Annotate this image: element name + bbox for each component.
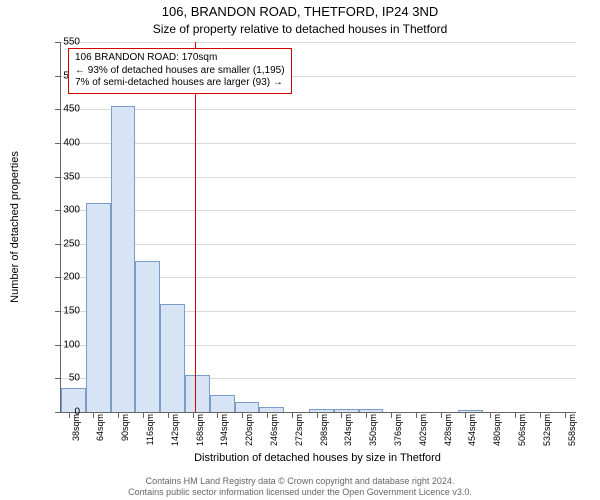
subtitle: Size of property relative to detached ho…	[0, 22, 600, 36]
histogram-bar	[185, 375, 210, 412]
x-tick-label: 142sqm	[170, 414, 180, 446]
page-title: 106, BRANDON ROAD, THETFORD, IP24 3ND	[0, 4, 600, 19]
x-tick-label: 480sqm	[492, 414, 502, 446]
x-tick-label: 350sqm	[368, 414, 378, 446]
annotation-line: ← 93% of detached houses are smaller (1,…	[75, 65, 285, 78]
annotation-box: 106 BRANDON ROAD: 170sqm← 93% of detache…	[68, 48, 292, 94]
x-tick	[292, 412, 293, 418]
histogram-bar	[259, 407, 284, 412]
y-tick-label: 150	[40, 306, 80, 317]
footer-line-2: Contains public sector information licen…	[0, 487, 600, 498]
y-tick-label: 200	[40, 272, 80, 283]
y-tick-label: 50	[40, 373, 80, 384]
x-tick-label: 194sqm	[219, 414, 229, 446]
x-tick-label: 558sqm	[567, 414, 577, 446]
x-tick	[565, 412, 566, 418]
y-axis-title: Number of detached properties	[8, 42, 22, 412]
histogram-bar	[334, 409, 359, 412]
histogram-bar	[210, 395, 235, 412]
x-tick	[168, 412, 169, 418]
x-tick	[267, 412, 268, 418]
histogram-bar	[135, 261, 160, 412]
x-tick	[490, 412, 491, 418]
gridline-h	[61, 244, 576, 245]
annotation-line: 106 BRANDON ROAD: 170sqm	[75, 52, 285, 65]
chart-plot-area	[60, 42, 576, 413]
histogram-bar	[359, 409, 384, 412]
x-tick-label: 220sqm	[244, 414, 254, 446]
gridline-h	[61, 143, 576, 144]
histogram-bar	[111, 106, 136, 412]
x-tick	[193, 412, 194, 418]
x-tick	[143, 412, 144, 418]
y-tick-label: 450	[40, 104, 80, 115]
annotation-line: 7% of semi-detached houses are larger (9…	[75, 77, 285, 90]
y-tick-label: 300	[40, 205, 80, 216]
gridline-h	[61, 109, 576, 110]
x-tick-label: 246sqm	[269, 414, 279, 446]
histogram-bar	[160, 304, 185, 412]
gridline-h	[61, 210, 576, 211]
x-tick-label: 324sqm	[343, 414, 353, 446]
histogram-bar	[86, 203, 111, 412]
footer-attribution: Contains HM Land Registry data © Crown c…	[0, 476, 600, 498]
x-tick-label: 454sqm	[467, 414, 477, 446]
histogram-bar	[458, 410, 483, 412]
y-tick-label: 550	[40, 37, 80, 48]
x-tick-label: 402sqm	[418, 414, 428, 446]
gridline-h	[61, 177, 576, 178]
histogram-bar	[309, 409, 334, 412]
x-tick-label: 428sqm	[443, 414, 453, 446]
x-tick	[441, 412, 442, 418]
y-tick-label: 250	[40, 238, 80, 249]
x-tick	[416, 412, 417, 418]
x-tick-label: 532sqm	[542, 414, 552, 446]
gridline-h	[61, 42, 576, 43]
x-tick-label: 506sqm	[517, 414, 527, 446]
x-tick	[317, 412, 318, 418]
x-tick-label: 116sqm	[145, 414, 155, 445]
x-tick	[515, 412, 516, 418]
x-axis-title: Distribution of detached houses by size …	[60, 452, 575, 464]
x-tick-label: 168sqm	[195, 414, 205, 446]
marker-line	[195, 42, 196, 412]
x-tick-label: 376sqm	[393, 414, 403, 446]
x-tick-label: 298sqm	[319, 414, 329, 446]
y-tick-label: 350	[40, 171, 80, 182]
y-tick-label: 100	[40, 339, 80, 350]
histogram-bar	[235, 402, 260, 412]
x-tick-label: 272sqm	[294, 414, 304, 446]
x-tick-label: 64sqm	[95, 414, 105, 441]
footer-line-1: Contains HM Land Registry data © Crown c…	[0, 476, 600, 487]
x-tick	[540, 412, 541, 418]
x-tick	[391, 412, 392, 418]
x-tick-label: 90sqm	[120, 414, 130, 441]
x-tick-label: 38sqm	[71, 414, 81, 441]
y-tick-label: 400	[40, 137, 80, 148]
